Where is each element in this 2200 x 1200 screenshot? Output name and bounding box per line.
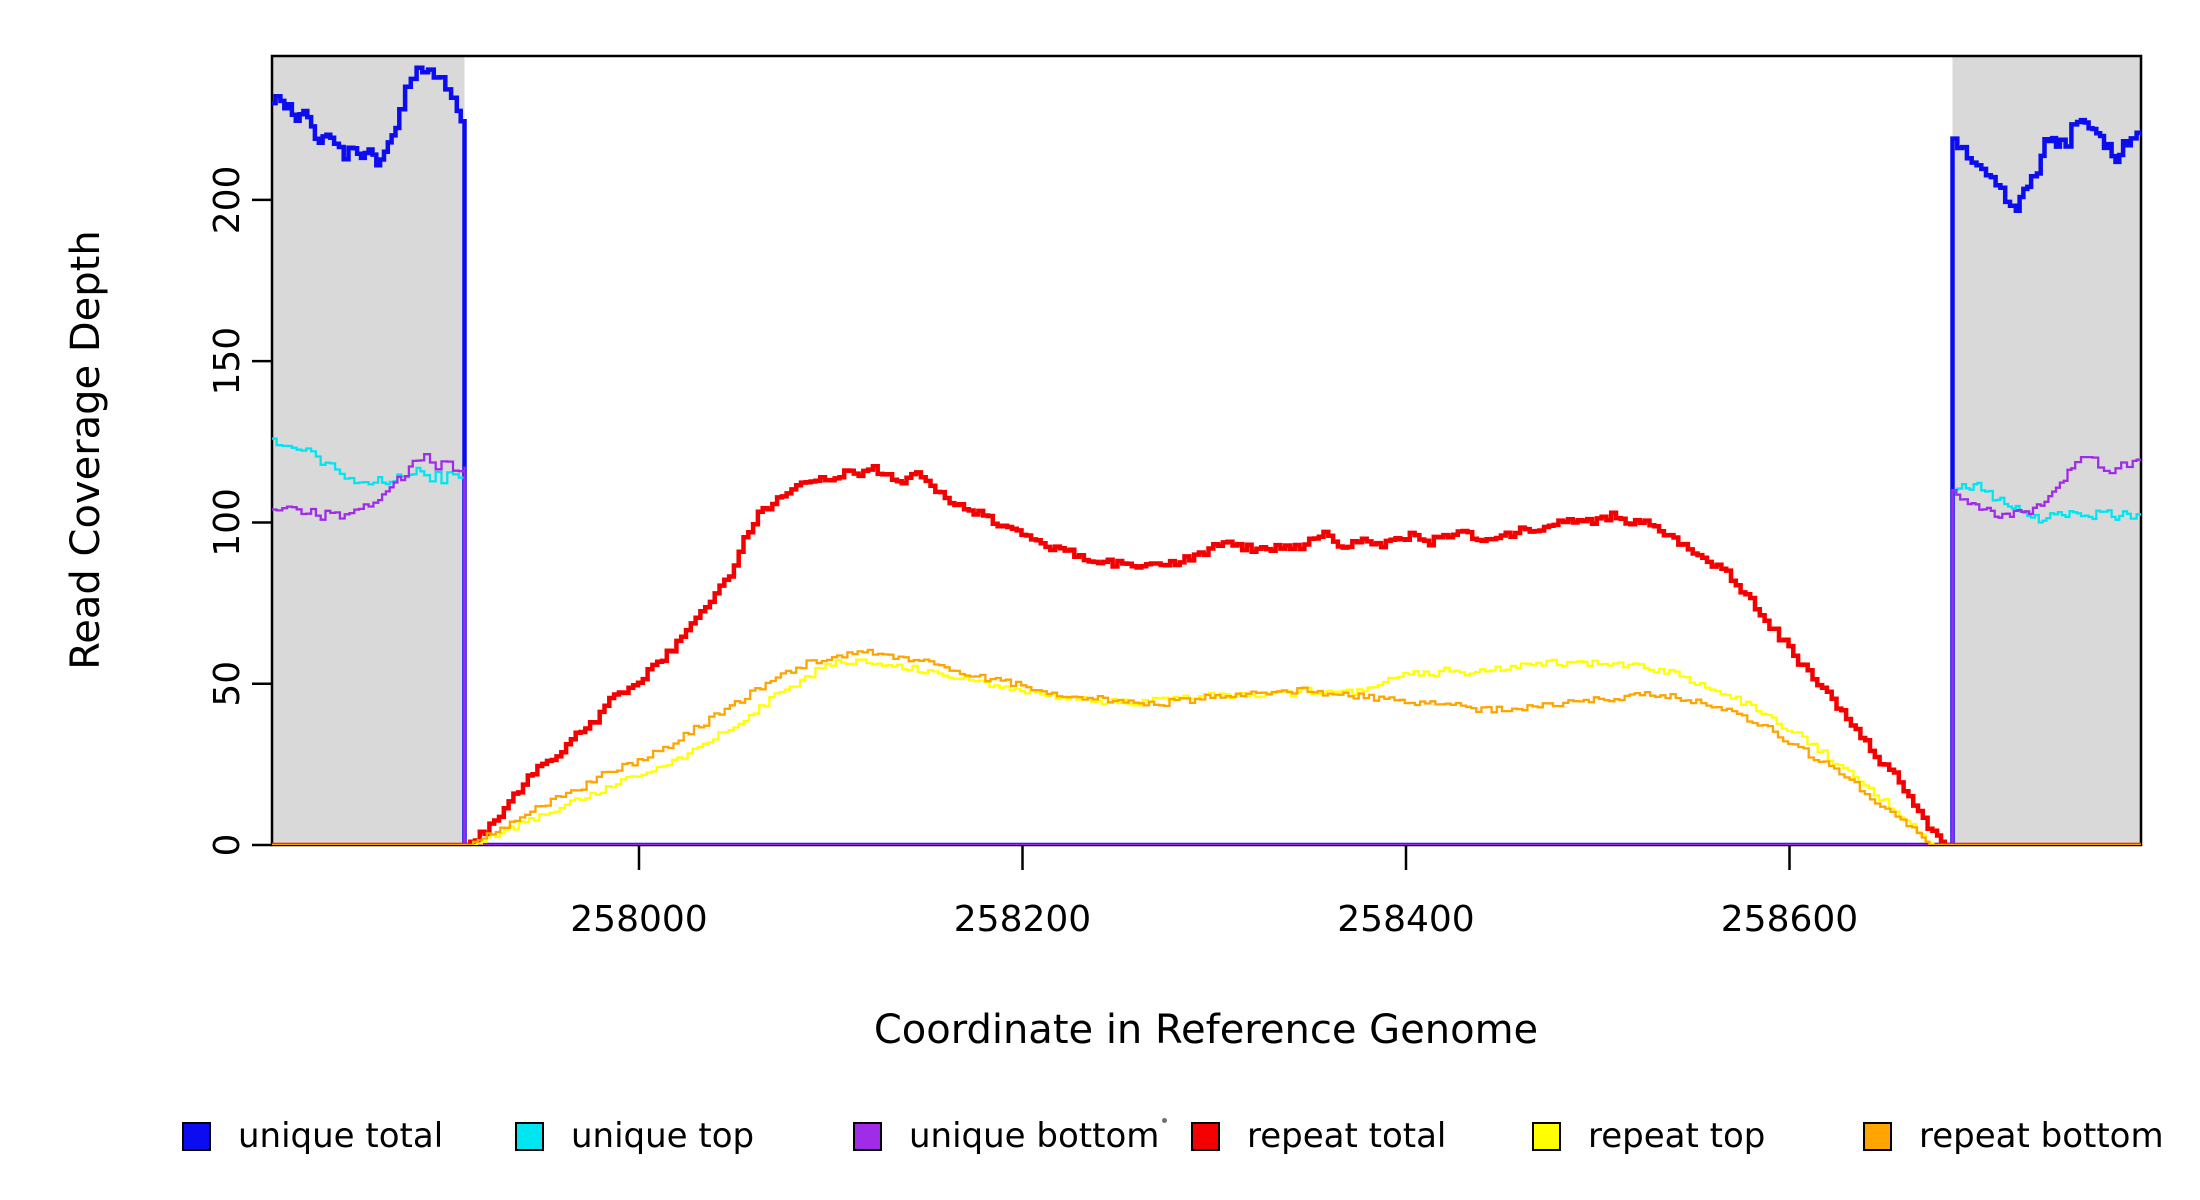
series-line-repeat-top	[272, 658, 2141, 845]
x-tick-label: 258200	[954, 899, 1091, 940]
legend-swatch-repeat-bottom	[1863, 1121, 1892, 1151]
legend-label: unique total	[238, 1116, 444, 1156]
plot-border	[270, 54, 2143, 847]
legend-artifact-dot	[1162, 1118, 1167, 1123]
legend-item-unique-bottom: unique bottom	[853, 1116, 1160, 1156]
legend-swatch-repeat-total	[1191, 1121, 1220, 1151]
x-axis: 258000 258200 258400 258600	[570, 845, 1858, 940]
legend-swatch-unique-top	[515, 1121, 544, 1151]
series-line-unique-bottom	[272, 453, 2141, 845]
series-line-unique-total	[272, 65, 2141, 845]
legend-item-repeat-top: repeat top	[1532, 1116, 1766, 1156]
legend-label: repeat total	[1247, 1116, 1447, 1156]
series-line-repeat-total	[272, 464, 2141, 845]
y-axis-title: Read Coverage Depth	[63, 230, 109, 669]
shaded-region-right-flank	[1952, 56, 2143, 845]
x-tick-label: 258400	[1337, 899, 1474, 940]
legend-item-repeat-bottom: repeat bottom	[1863, 1116, 2164, 1156]
legend-item-unique-total: unique total	[182, 1116, 444, 1156]
y-axis: 0 50 100 150 200	[207, 166, 272, 857]
x-axis-title: Coordinate in Reference Genome	[874, 1007, 1538, 1053]
series-lines	[272, 65, 2141, 845]
legend-item-unique-top: unique top	[515, 1116, 755, 1156]
y-tick-label: 50	[207, 661, 248, 707]
series-line-repeat-bottom	[272, 648, 2141, 845]
legend-item-repeat-total: repeat total	[1191, 1116, 1447, 1156]
y-tick-label: 200	[207, 166, 248, 235]
legend-label: repeat bottom	[1919, 1116, 2164, 1156]
legend-swatch-unique-bottom	[853, 1121, 882, 1151]
x-tick-label: 258000	[570, 899, 707, 940]
legend: unique total unique top unique bottom re…	[0, 1116, 2200, 1158]
legend-label: unique bottom	[909, 1116, 1160, 1156]
legend-swatch-unique-total	[182, 1121, 211, 1151]
legend-label: repeat top	[1588, 1116, 1766, 1156]
y-tick-label: 0	[207, 834, 248, 857]
x-tick-label: 258600	[1721, 899, 1858, 940]
y-tick-label: 150	[207, 327, 248, 396]
shaded-regions	[270, 56, 2143, 845]
legend-label: unique top	[571, 1116, 755, 1156]
legend-swatch-repeat-top	[1532, 1121, 1561, 1151]
y-tick-label: 100	[207, 488, 248, 557]
series-line-unique-top	[272, 437, 2141, 845]
